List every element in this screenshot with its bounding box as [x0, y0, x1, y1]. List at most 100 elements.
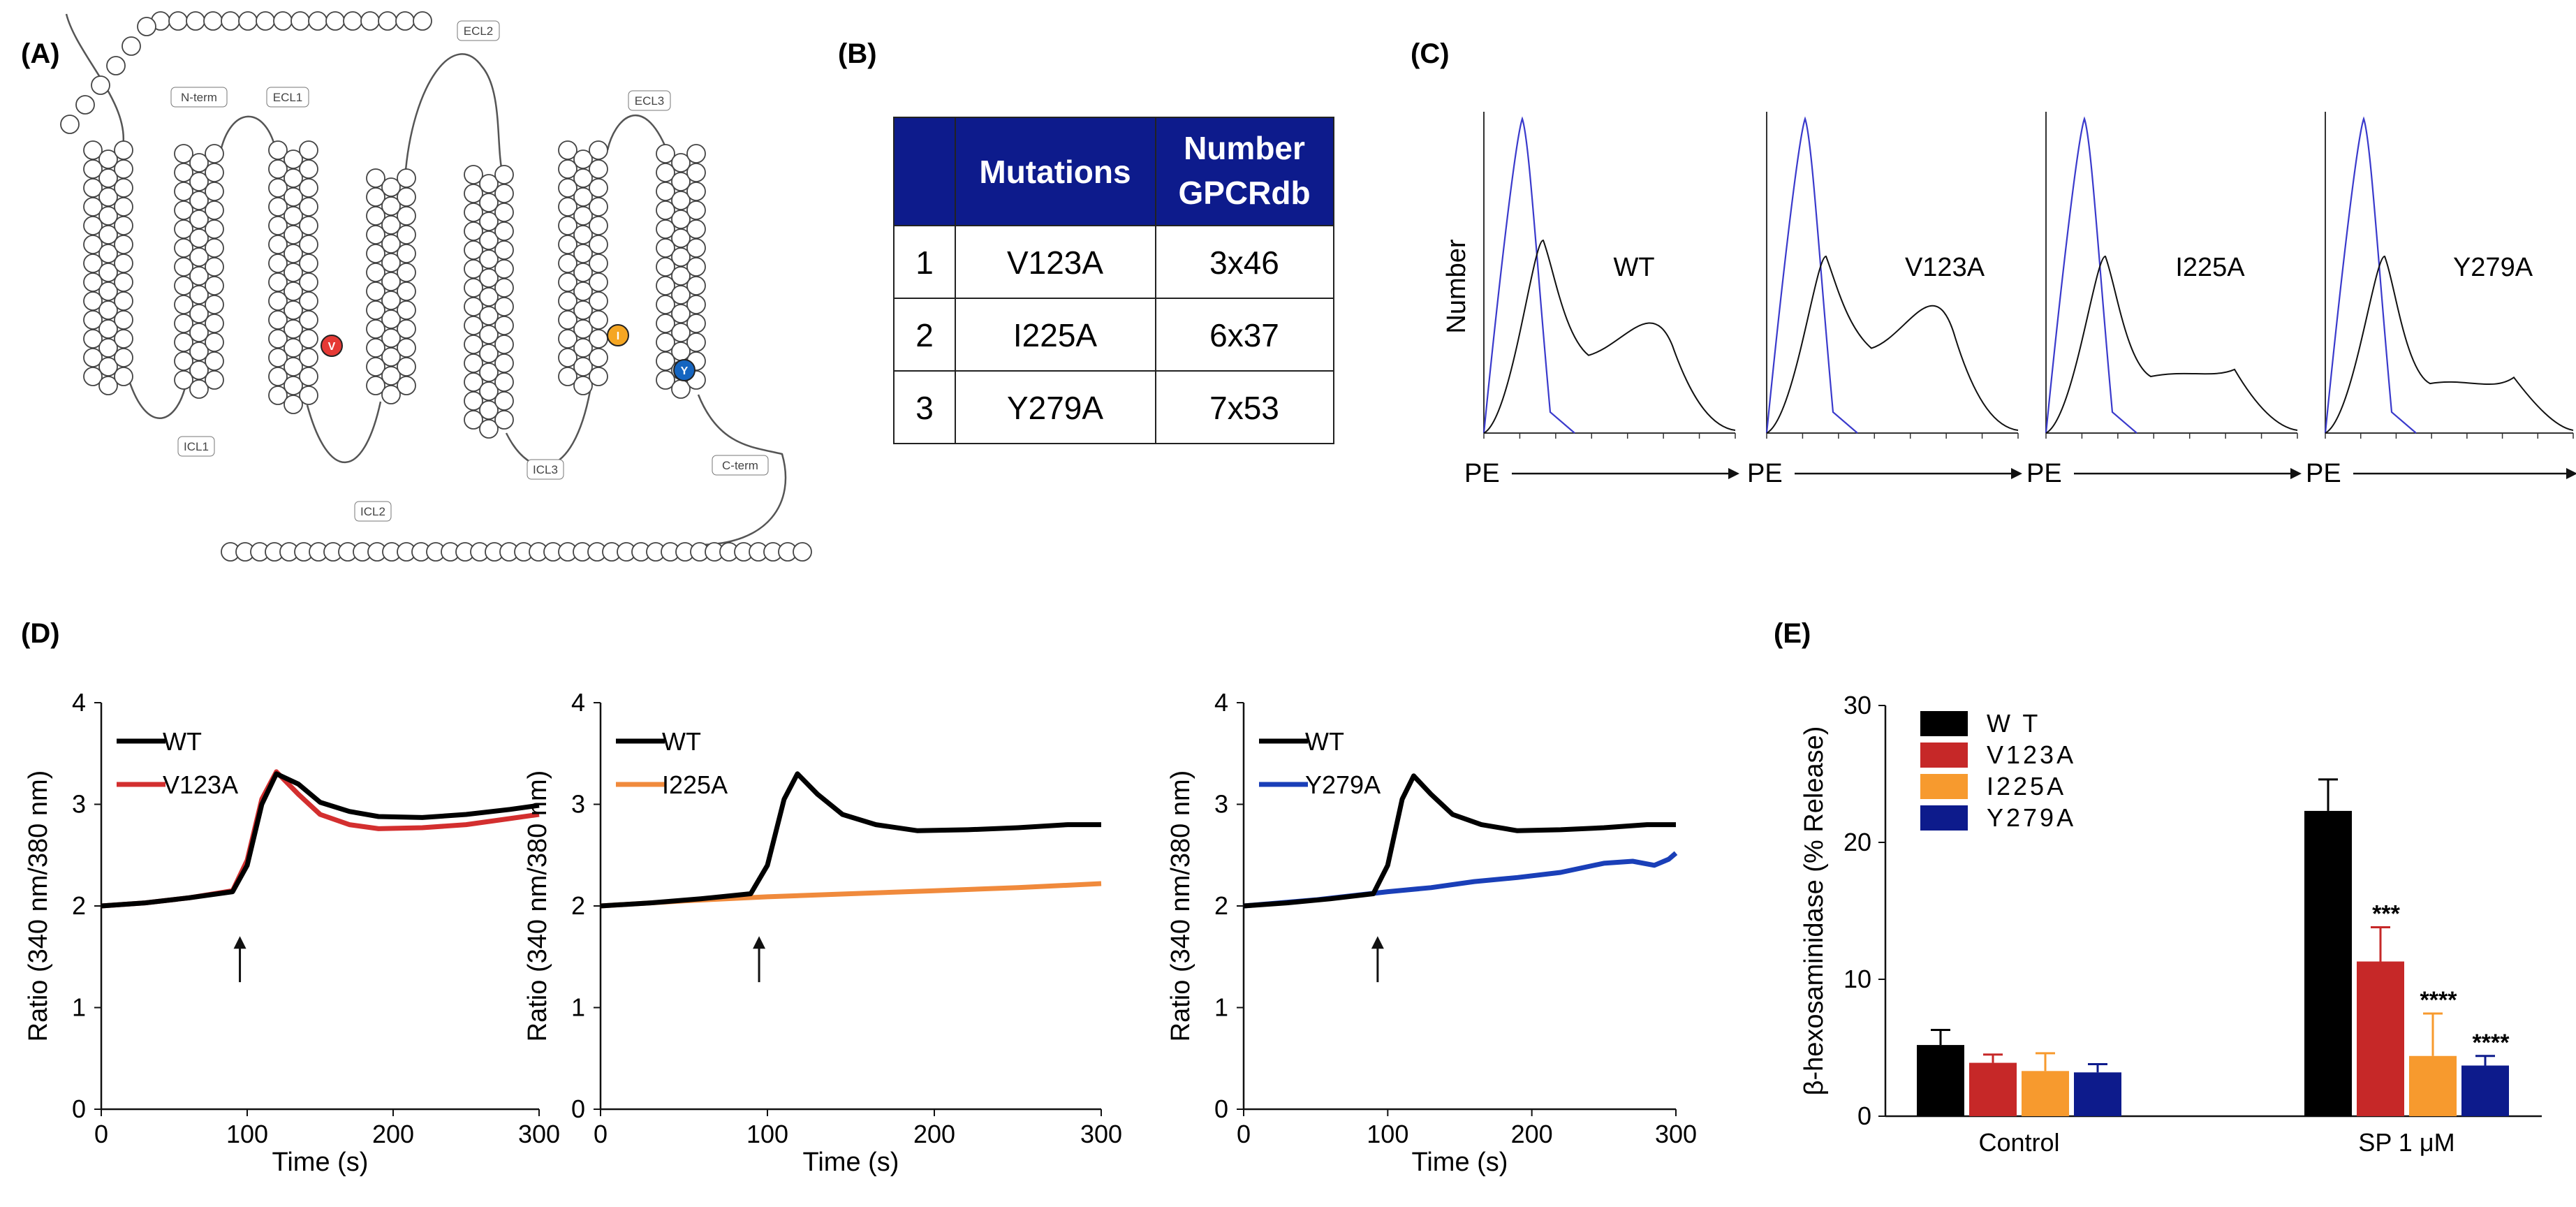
snake-residue-tm6 [589, 329, 608, 349]
legend-label: I225A [1987, 772, 2066, 800]
snake-residue-tm5 [494, 240, 514, 260]
snake-residue-tm6 [558, 197, 577, 217]
snake-loop-1 [128, 380, 186, 419]
snake-residue-tm7 [686, 276, 706, 295]
snake-residue-tm3 [284, 206, 303, 226]
snake-residue [75, 95, 95, 115]
snake-residue-tm2 [189, 172, 209, 191]
snake-residue-tm5 [464, 203, 483, 222]
snake-residue-tm5 [464, 184, 483, 203]
calcium-chart-3: 0 1 2 3 4 0 100 200 300 Time (s) Ratio (340 nm/380… [1166, 688, 1697, 1177]
snake-residue-tm4 [366, 281, 385, 301]
snake-residue-tm3 [284, 357, 303, 376]
snake-residue-tm1 [98, 187, 118, 207]
snake-residue-tm4 [397, 187, 416, 207]
snake-residue-tm7 [656, 370, 675, 390]
table-row-3-number: 7x53 [1209, 390, 1279, 426]
snake-residue-tm6 [558, 159, 577, 179]
isotype-histogram-curve [1765, 116, 1858, 434]
snake-residue-tm7 [656, 314, 675, 333]
snake-residue-tm6 [573, 206, 593, 226]
table-header-mutations: Mutations [979, 154, 1131, 190]
snake-residue-tm5 [464, 316, 483, 335]
snake-residue [238, 11, 258, 31]
panel-letter-d: (D) [21, 618, 60, 649]
snake-residue-tm6 [573, 357, 593, 376]
snake-residue-tm7 [686, 314, 706, 333]
snake-residue [203, 11, 223, 31]
y-axis-title: Ratio (340 nm/380 nm) [1166, 770, 1195, 1042]
y-tick-label: 0 [72, 1095, 86, 1123]
snake-residue-tm5 [464, 221, 483, 241]
bar-v123a [2357, 961, 2404, 1116]
snake-residue-tm1 [83, 140, 103, 160]
mutation-table: Mutations Number GPCRdb 1 V123A 3x46 2 I… [893, 117, 1334, 444]
snake-residue-tm6 [589, 159, 608, 179]
snake-residue-tm7 [686, 163, 706, 182]
isotype-histogram-curve [2045, 116, 2137, 434]
snake-residue-tm6 [573, 187, 593, 207]
snake-residue-tm1 [98, 244, 118, 263]
legend-label: V123A [163, 770, 238, 799]
x-axis-title: Time (s) [803, 1148, 899, 1177]
snake-residue-tm7 [686, 219, 706, 239]
snake-residue-tm5 [479, 419, 499, 439]
legend-label: W T [1987, 709, 2040, 738]
snake-residue-tm6 [589, 348, 608, 367]
bar-wt [1917, 1045, 1964, 1116]
snake-residue-tm1 [83, 348, 103, 367]
snake-residue-tm1 [114, 348, 133, 367]
snake-residue-tm5 [494, 221, 514, 241]
y-tick-label: 0 [1857, 1102, 1871, 1130]
snake-residue-tm4 [381, 234, 401, 254]
snake-residue [378, 11, 397, 31]
snake-residue-tm6 [573, 376, 593, 395]
snake-residue-tm1 [98, 300, 118, 320]
snake-residue-tm3 [299, 310, 318, 330]
legend-swatch-i225a [1920, 774, 1968, 799]
snake-residue-tm2 [205, 351, 224, 371]
x-axis-title: Time (s) [1412, 1148, 1508, 1177]
icl1-label: ICL1 [184, 440, 209, 453]
snake-residue-tm7 [656, 295, 675, 314]
flow-xlabel: PE [2026, 459, 2062, 488]
snake-residue-tm1 [98, 357, 118, 376]
snake-residue-tm6 [573, 168, 593, 188]
series-line-y279a [1243, 851, 1678, 909]
table-row-1-number: 3x46 [1209, 244, 1279, 281]
x-tick-label: 0 [94, 1120, 108, 1148]
icl3-label: ICL3 [533, 463, 558, 476]
snake-residue-tm4 [381, 253, 401, 272]
snake-residue-tm4 [381, 366, 401, 386]
x-tick-label: 200 [372, 1120, 414, 1148]
x-tick-label: 300 [1655, 1120, 1697, 1148]
snake-loop-5 [505, 390, 591, 467]
snake-residue [137, 17, 156, 36]
snake-residue-tm2 [205, 219, 224, 239]
x-tick-label: 0 [594, 1120, 608, 1148]
snake-residue-tm3 [268, 140, 288, 160]
snake-residue-tm7 [686, 257, 706, 277]
stimulus-arrow-head [1371, 936, 1384, 949]
mutated-residue-I [607, 324, 629, 346]
hexosaminidase-bar-chart: 0 10 20 30 β-hexosaminidase (% Release) Contr… [1799, 691, 2542, 1157]
snake-residue-tm2 [189, 153, 209, 173]
snake-residue-tm2 [174, 295, 193, 314]
snake-residue-tm5 [494, 316, 514, 335]
snake-residue-tm5 [464, 410, 483, 430]
snake-residue-tm7 [686, 238, 706, 258]
snake-residue-tm2 [174, 238, 193, 258]
snake-residue-tm1 [114, 367, 133, 386]
snake-residue-tm5 [464, 297, 483, 316]
snake-residue-tm2 [174, 314, 193, 333]
legend-label: WT [1305, 727, 1344, 756]
snake-residue-tm5 [479, 381, 499, 401]
flow-xlabel: PE [1747, 459, 1783, 488]
snake-residue-tm3 [284, 338, 303, 358]
mutated-residue-letter: V [328, 341, 336, 353]
snake-residue-tm3 [299, 235, 318, 254]
legend-label: I225A [662, 770, 728, 799]
snake-residue-tm4 [397, 281, 416, 301]
snake-residue-tm4 [381, 347, 401, 367]
significance-stars: **** [2420, 987, 2458, 1014]
